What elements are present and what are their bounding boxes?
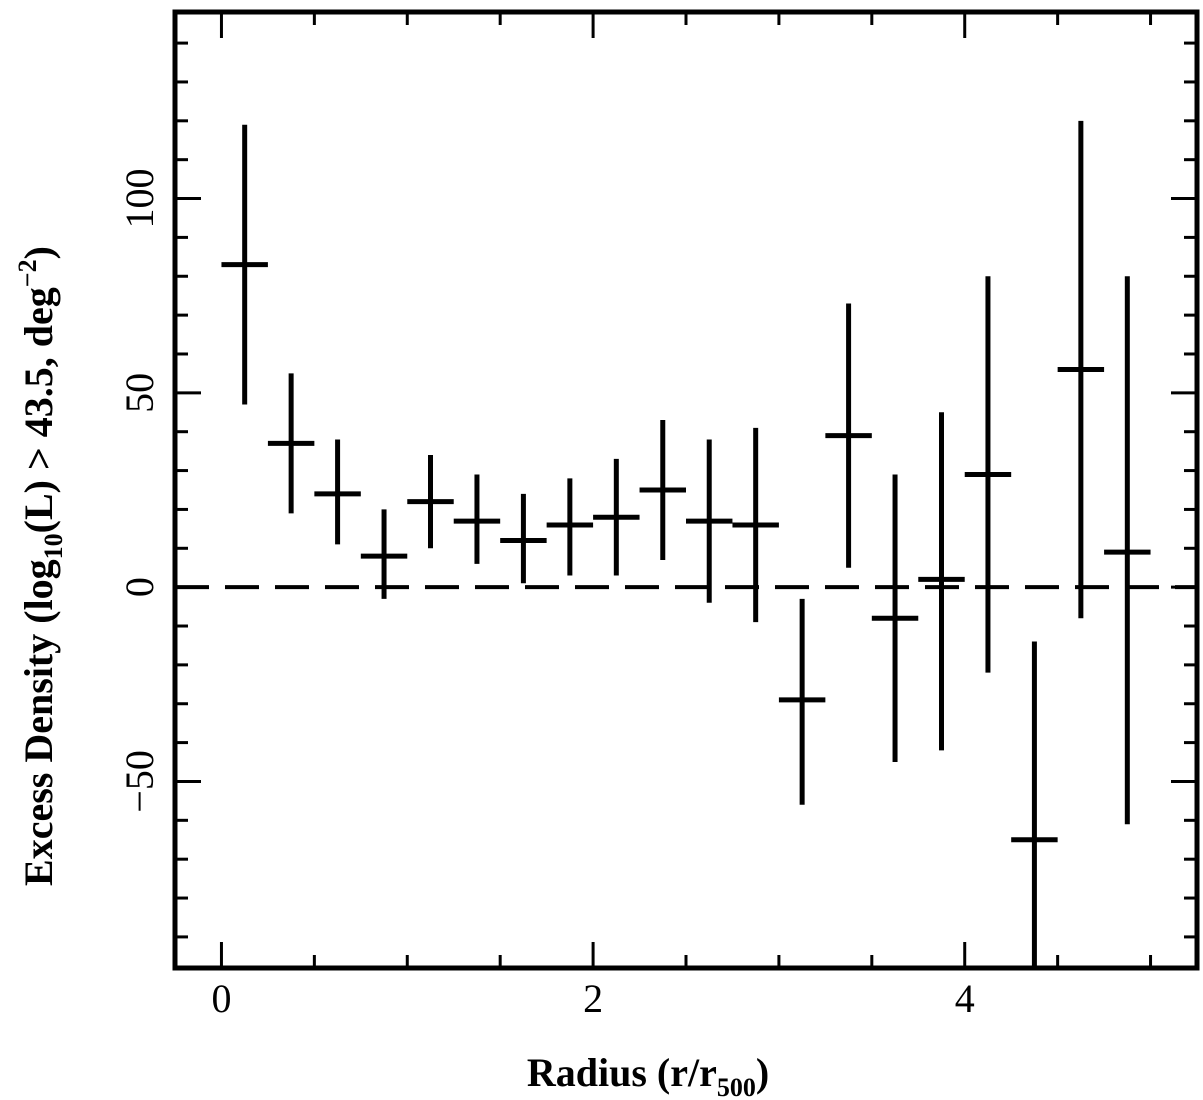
data-point (686, 439, 733, 603)
data-point (778, 598, 826, 805)
data-point (871, 474, 919, 763)
x-tick-labels: 0 2 4 (211, 976, 974, 1021)
y-tick-label: 50 (117, 373, 162, 413)
y-tick-labels: −50 0 50 100 (117, 169, 162, 813)
y-tick-label: −50 (117, 750, 162, 813)
data-point (1104, 276, 1151, 825)
data-point (732, 427, 779, 623)
y-tick-label: 0 (117, 577, 162, 597)
y-axis-title-part3: ) (16, 246, 61, 259)
data-point (267, 373, 315, 514)
y-axis-title-subscript: 10 (39, 533, 68, 559)
x-tick-label: 0 (211, 976, 231, 1021)
plot-frame (172, 9, 1200, 971)
data-points (221, 120, 1151, 968)
data-point (1057, 120, 1105, 619)
x-axis-title-suffix: ) (756, 1050, 769, 1095)
data-point (500, 493, 547, 584)
data-point (546, 478, 594, 576)
y-axis-title-superscript: −2 (13, 259, 42, 287)
y-axis-title-part2: (L) > 43.5, deg (16, 287, 61, 533)
data-point (964, 276, 1012, 673)
data-point (453, 474, 501, 564)
data-point (221, 124, 268, 405)
x-axis-title: Radius (r/r500) (527, 1050, 769, 1100)
data-point (639, 420, 686, 560)
y-axis-title-part1: Excess Density (log (16, 559, 61, 886)
x-axis-title-prefix: Radius (r/r (527, 1050, 717, 1095)
y-axis-title: Excess Density (log10(L) > 43.5, deg−2) (13, 246, 68, 886)
data-point (918, 412, 965, 751)
data-point (1011, 641, 1058, 968)
data-point (593, 458, 640, 576)
data-point (825, 303, 872, 568)
data-point (407, 455, 454, 549)
x-tick-label: 2 (583, 976, 603, 1021)
x-tick-label: 4 (955, 976, 975, 1021)
data-point (360, 509, 408, 599)
y-tick-label: 100 (117, 169, 162, 229)
x-axis-title-subscript: 500 (717, 1073, 756, 1100)
data-point (314, 439, 361, 545)
